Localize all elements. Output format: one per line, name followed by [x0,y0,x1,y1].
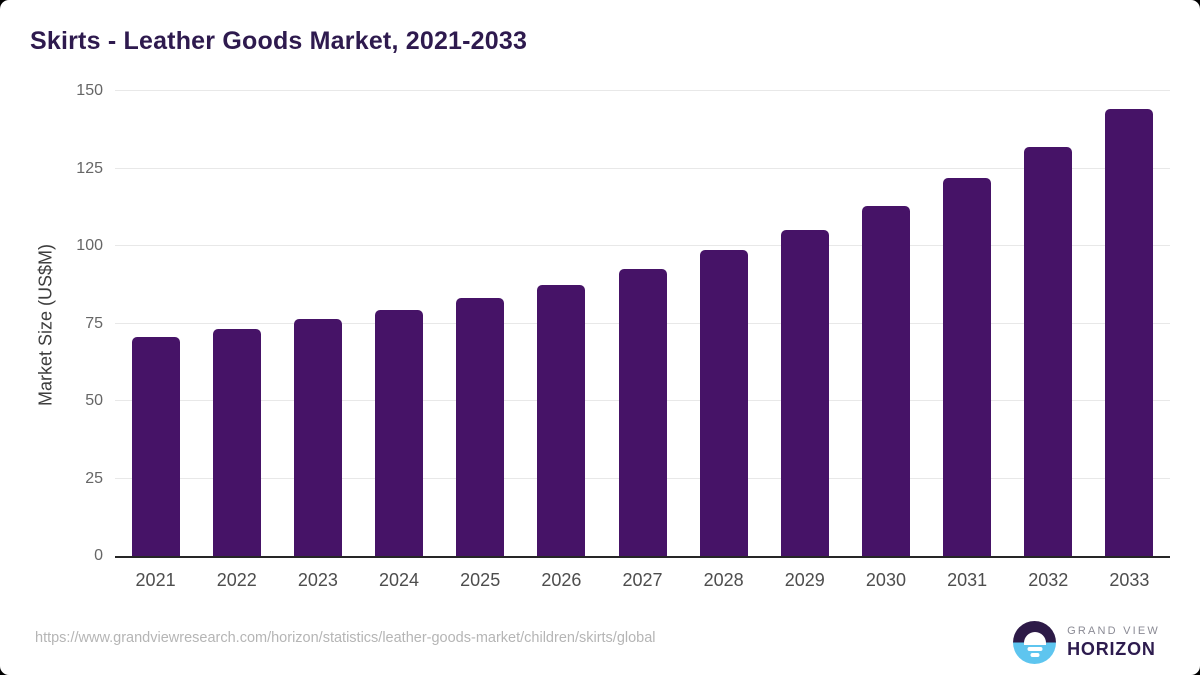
x-tick-label: 2028 [703,570,744,590]
x-tick-label: 2030 [865,570,906,590]
bar-2027 [618,268,667,556]
y-tick-label: 50 [85,392,103,409]
x-tick-label: 2025 [460,570,501,590]
gridline [115,90,1170,91]
x-tick-label: 2026 [541,570,582,590]
y-axis-title: Market Size (US$M) [35,243,56,407]
y-tick-label: 100 [76,237,103,254]
sun-dome-shape [1023,632,1046,645]
bar-2031 [943,177,992,556]
logo-brand-name: GRAND VIEW [1067,625,1160,637]
gridline [115,245,1170,246]
bar-2029 [780,229,829,556]
bar-2024 [375,309,424,556]
sun-reflection-line [1030,653,1040,657]
logo-text: GRAND VIEW HORIZON [1067,625,1160,660]
y-tick-label: 0 [94,547,103,564]
bar-2032 [1024,146,1073,556]
x-tick-label: 2027 [622,570,663,590]
horizon-sun-icon [1013,621,1057,664]
x-tick-label: 2022 [216,570,257,590]
logo-product-name: HORIZON [1067,639,1156,659]
bar-2022 [212,329,261,556]
x-tick-label: 2024 [379,570,420,590]
bar-2025 [456,298,505,556]
y-tick-label: 150 [76,82,103,99]
bar-2021 [131,337,180,556]
source-url: https://www.grandviewresearch.com/horizo… [35,630,656,646]
gridline [115,167,1170,169]
y-tick-label: 125 [76,159,103,177]
x-tick-label: 2023 [297,570,338,590]
x-tick-label: 2021 [135,570,176,590]
sun-reflection-line [1027,647,1043,651]
bar-2030 [861,206,910,556]
x-tick-label: 2033 [1109,570,1150,590]
plot-area: 0 25 50 75 100 125 150 2021 2022 2023 2024 2025 2026… [76,82,1170,590]
bar-2033 [1105,108,1154,556]
x-tick-label: 2029 [784,570,825,590]
bar-2026 [537,285,586,556]
grand-view-horizon-logo: GRAND VIEW HORIZON [1013,621,1160,664]
bar-2028 [699,250,748,556]
y-tick-label: 25 [85,469,103,487]
bar-2023 [293,319,342,556]
y-tick-label: 75 [85,314,103,332]
chart-title: Skirts - Leather Goods Market, 2021-2033 [30,27,528,55]
x-tick-label: 2031 [947,570,988,590]
x-tick-label: 2032 [1028,570,1069,590]
